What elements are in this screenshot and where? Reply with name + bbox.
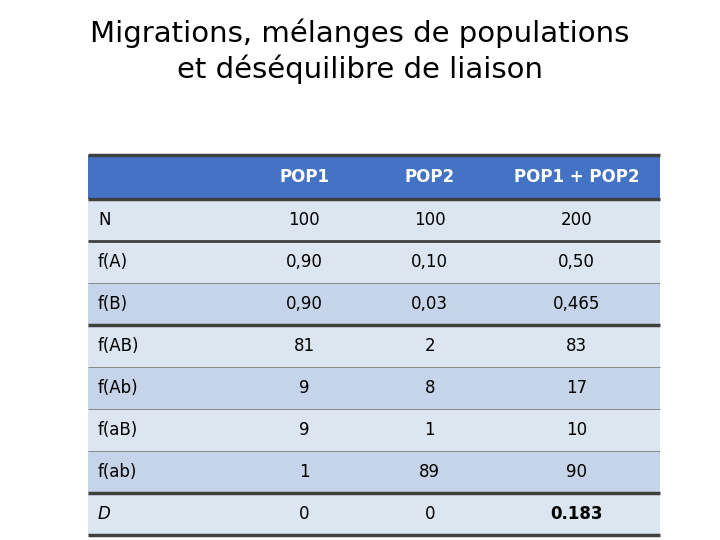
- Text: 1: 1: [299, 463, 310, 481]
- Text: f(AB): f(AB): [98, 337, 140, 355]
- Bar: [241, 199, 367, 241]
- Bar: [492, 367, 660, 409]
- Text: 2: 2: [425, 337, 435, 355]
- Bar: [492, 493, 660, 535]
- Text: POP1: POP1: [279, 168, 329, 186]
- Bar: [241, 325, 367, 367]
- Bar: [88, 409, 241, 451]
- Bar: [241, 283, 367, 325]
- Bar: [88, 241, 241, 283]
- Text: 200: 200: [560, 211, 592, 229]
- Bar: [492, 283, 660, 325]
- Bar: [492, 241, 660, 283]
- Text: 0,90: 0,90: [286, 253, 323, 271]
- Text: f(Ab): f(Ab): [98, 379, 139, 397]
- Text: 100: 100: [289, 211, 320, 229]
- Text: 9: 9: [299, 421, 310, 439]
- Text: f(ab): f(ab): [98, 463, 138, 481]
- Bar: [241, 409, 367, 451]
- Bar: [241, 241, 367, 283]
- Text: 83: 83: [566, 337, 587, 355]
- Text: D: D: [98, 505, 111, 523]
- Text: 0: 0: [425, 505, 435, 523]
- Bar: [241, 155, 367, 199]
- Text: POP1 + POP2: POP1 + POP2: [513, 168, 639, 186]
- Text: 90: 90: [566, 463, 587, 481]
- Bar: [88, 493, 241, 535]
- Text: f(aB): f(aB): [98, 421, 138, 439]
- Bar: [241, 451, 367, 493]
- Bar: [492, 199, 660, 241]
- Text: 0,10: 0,10: [411, 253, 449, 271]
- Text: 0,03: 0,03: [411, 295, 449, 313]
- Bar: [367, 367, 492, 409]
- Bar: [241, 493, 367, 535]
- Text: 17: 17: [566, 379, 587, 397]
- Bar: [241, 367, 367, 409]
- Text: N: N: [98, 211, 110, 229]
- Bar: [367, 493, 492, 535]
- Bar: [88, 367, 241, 409]
- Text: f(A): f(A): [98, 253, 128, 271]
- Bar: [367, 451, 492, 493]
- Bar: [492, 409, 660, 451]
- Text: 8: 8: [425, 379, 435, 397]
- Text: 81: 81: [294, 337, 315, 355]
- Text: 0.183: 0.183: [550, 505, 603, 523]
- Text: Migrations, mélanges de populations: Migrations, mélanges de populations: [90, 18, 630, 48]
- Text: 0,465: 0,465: [553, 295, 600, 313]
- Bar: [88, 155, 241, 199]
- Bar: [367, 409, 492, 451]
- Bar: [88, 283, 241, 325]
- Bar: [367, 283, 492, 325]
- Text: 100: 100: [414, 211, 446, 229]
- Text: POP2: POP2: [405, 168, 455, 186]
- Text: f(B): f(B): [98, 295, 128, 313]
- Bar: [367, 199, 492, 241]
- Text: et déséquilibre de liaison: et déséquilibre de liaison: [177, 54, 543, 84]
- Text: 0: 0: [299, 505, 310, 523]
- Bar: [492, 325, 660, 367]
- Text: 9: 9: [299, 379, 310, 397]
- Bar: [492, 155, 660, 199]
- Text: 89: 89: [419, 463, 441, 481]
- Bar: [88, 199, 241, 241]
- Text: 10: 10: [566, 421, 587, 439]
- Bar: [367, 325, 492, 367]
- Bar: [88, 325, 241, 367]
- Bar: [492, 451, 660, 493]
- Text: 0,50: 0,50: [558, 253, 595, 271]
- Text: 0,90: 0,90: [286, 295, 323, 313]
- Bar: [88, 451, 241, 493]
- Text: 1: 1: [425, 421, 435, 439]
- Bar: [367, 155, 492, 199]
- Bar: [367, 241, 492, 283]
